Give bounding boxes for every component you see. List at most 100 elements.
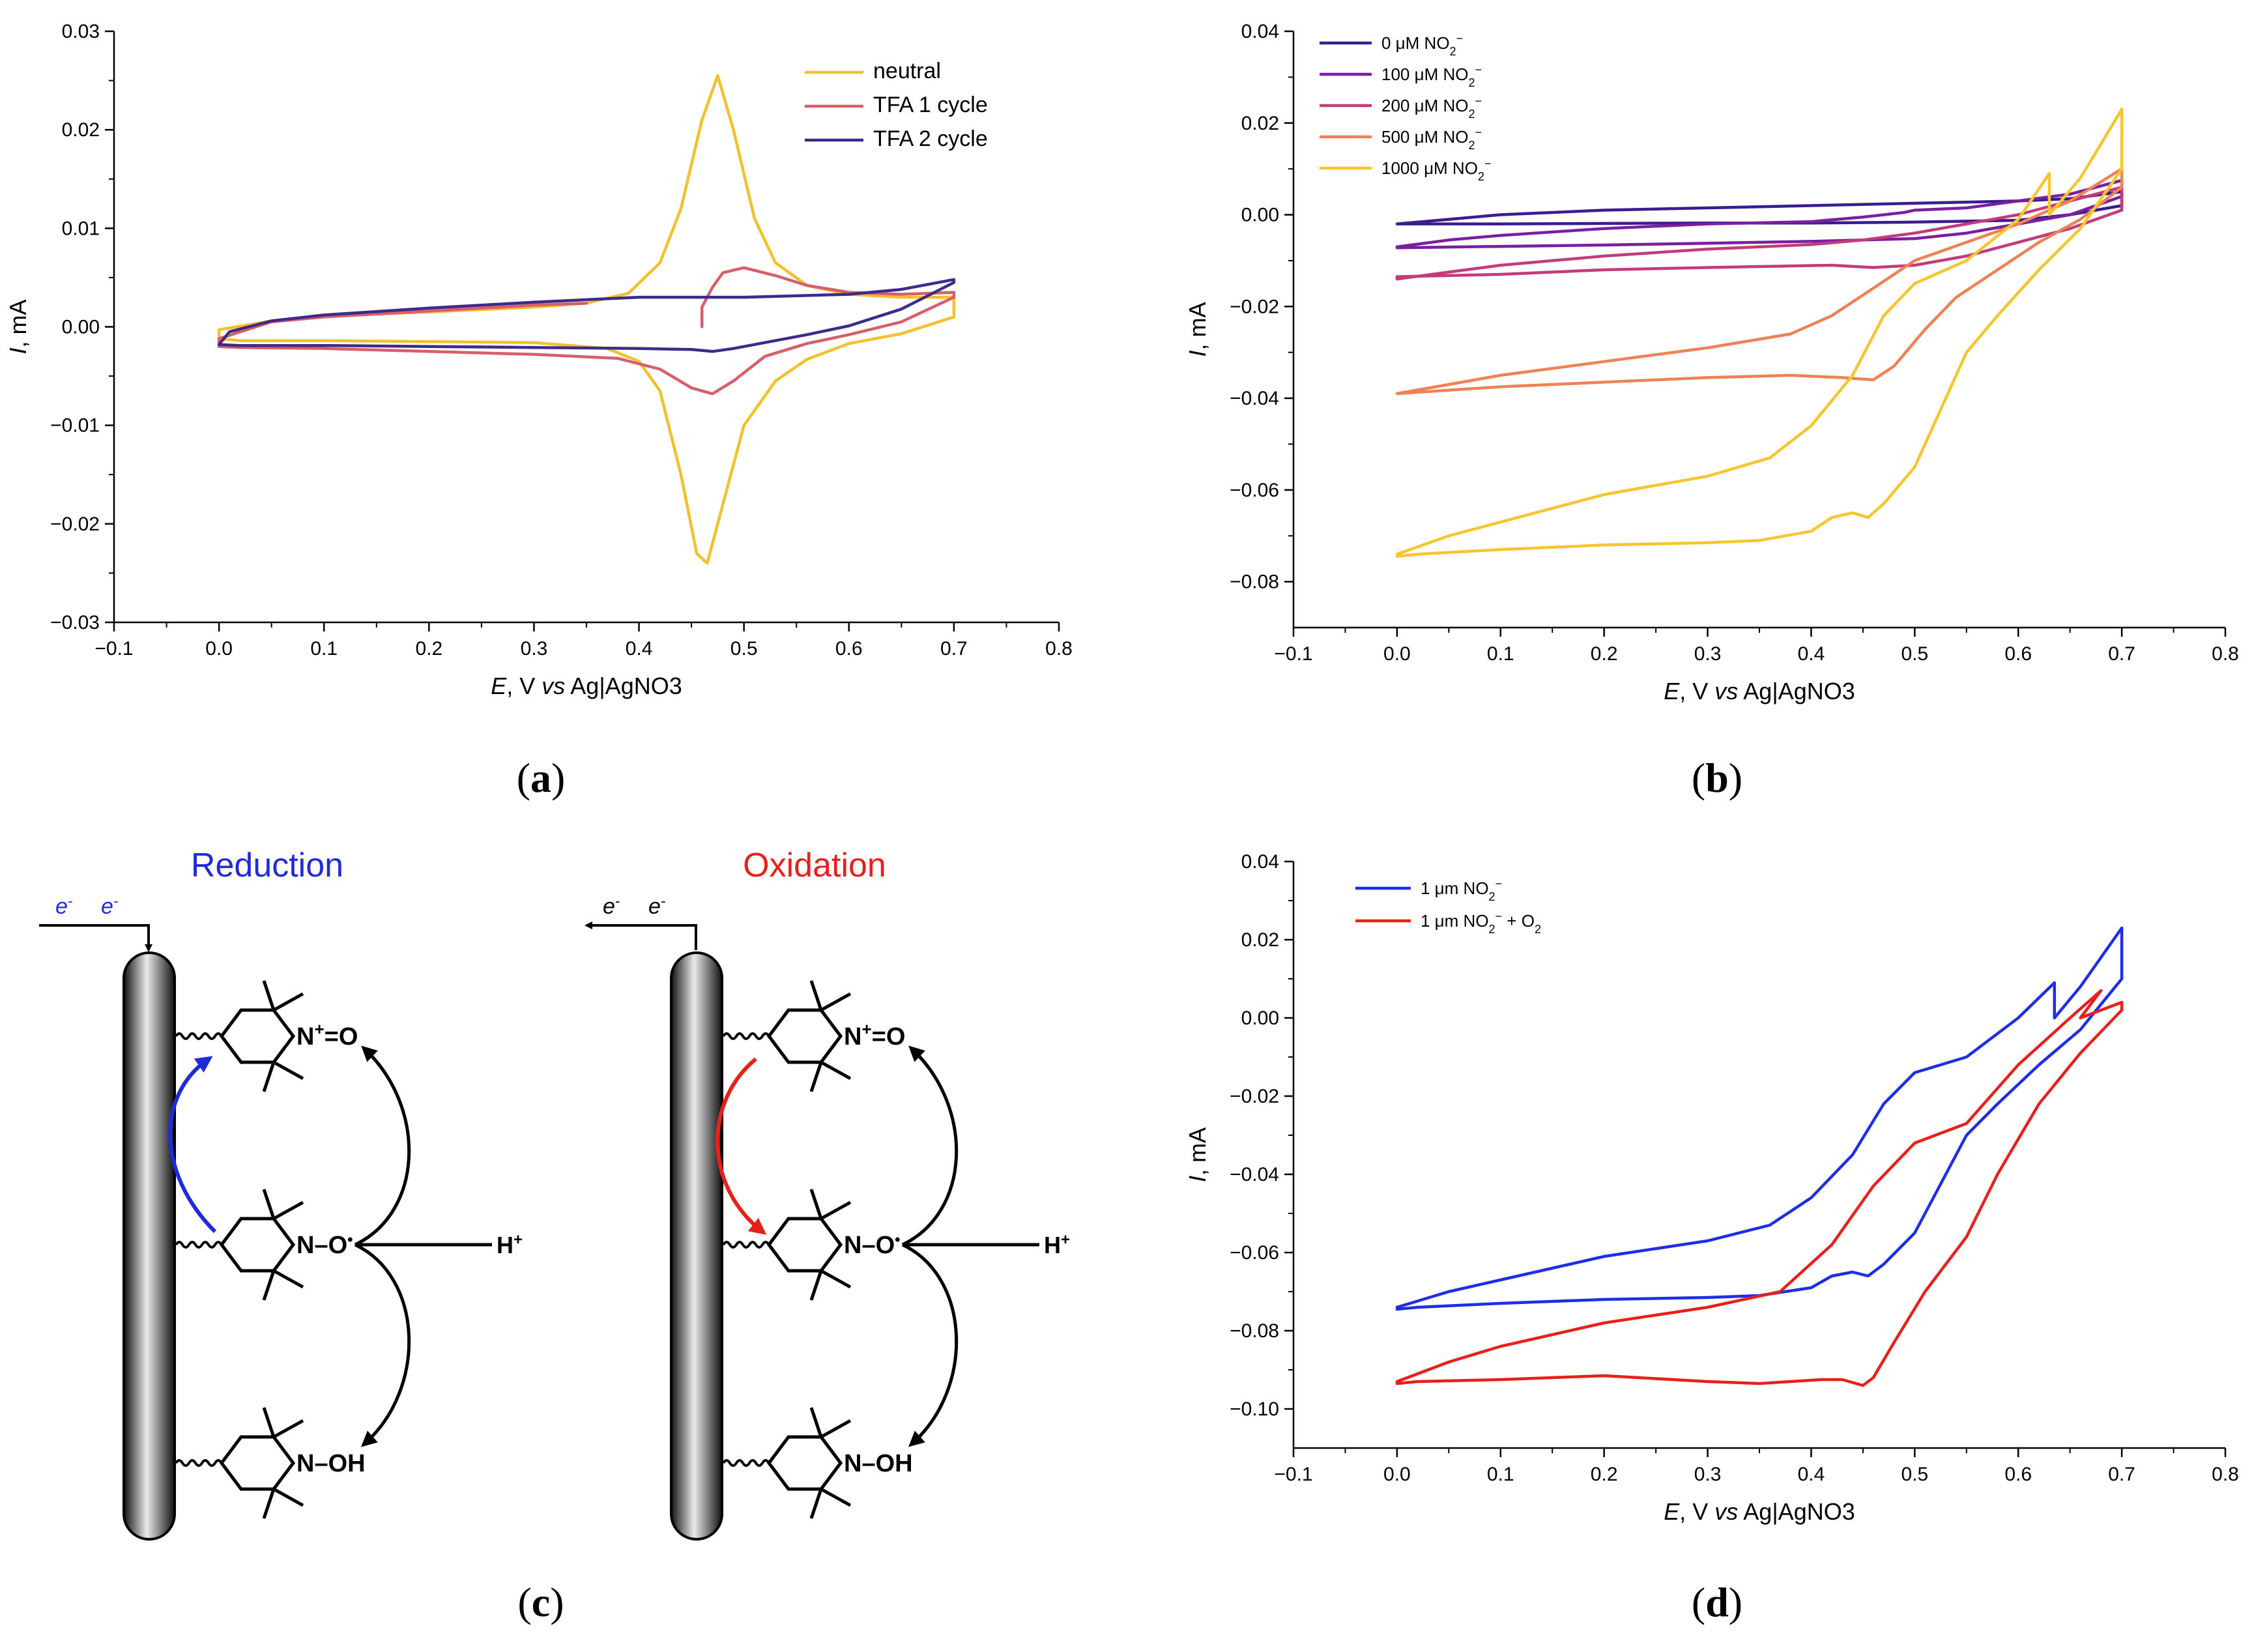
x-tick-label: 0.6 xyxy=(835,638,863,659)
y-tick-label: 0.03 xyxy=(62,21,100,42)
legend-label-0: neutral xyxy=(873,59,941,83)
x-tick-label: 0.4 xyxy=(1798,1464,1825,1485)
oxidation-title: Oxidation xyxy=(743,847,886,884)
x-tick-label: −0.1 xyxy=(94,638,133,659)
y-tick-label: −0.06 xyxy=(1230,1242,1279,1264)
x-tick-label: 0.5 xyxy=(1901,643,1928,665)
oxoammonium-label: N+=O xyxy=(296,1019,358,1051)
x-tick-label: 0.2 xyxy=(1591,1464,1618,1485)
methyl-bond xyxy=(272,992,304,1012)
legend-label-1: 100 μM NO2− xyxy=(1381,63,1482,89)
nitroxyl-label: N–O• xyxy=(296,1231,353,1260)
x-tick-label: 0.2 xyxy=(1591,643,1618,665)
y-tick-label: −0.02 xyxy=(1230,1086,1279,1107)
y-tick-label: −0.06 xyxy=(1230,480,1279,501)
x-axis-label: E, V vs Ag|AgNO3 xyxy=(1664,678,1855,704)
y-tick-label: 0.02 xyxy=(1241,113,1279,134)
oxidation-scheme: Oxidation e-e- N+=O N–O• N–OH H+ xyxy=(585,847,1070,1541)
methyl-bond xyxy=(820,1200,852,1221)
y-tick-label: 0.02 xyxy=(1241,929,1279,951)
y-tick-label: −0.04 xyxy=(1230,388,1279,409)
x-tick-label: 0.1 xyxy=(1487,1464,1514,1485)
y-tick-label: −0.10 xyxy=(1230,1398,1279,1420)
electron-label: e- xyxy=(603,893,620,920)
y-tick-label: 0.04 xyxy=(1241,851,1279,873)
mechanism-diagram: Reduction e-e- N+=O N–O• N–OH H+ Oxidation e-e-… xyxy=(39,847,1070,1541)
x-tick-label: 0.1 xyxy=(1487,643,1514,665)
y-tick-label: 0.00 xyxy=(1241,1007,1279,1029)
series-line-2 xyxy=(1395,186,2124,281)
legend-label-4: 1000 μM NO2− xyxy=(1381,157,1491,183)
linker xyxy=(175,1459,223,1467)
legend-label-1: 1 μm NO2− + O2 xyxy=(1421,910,1541,936)
electron-flow-arrow xyxy=(585,921,697,950)
legend-label-0: 1 μm NO2− xyxy=(1421,877,1502,903)
electron-flow-arrow xyxy=(39,924,152,952)
legend-label-1: TFA 1 cycle xyxy=(873,93,988,117)
electron-label: e- xyxy=(101,893,118,920)
x-tick-label: 0.8 xyxy=(2212,643,2239,665)
x-tick-label: 0.3 xyxy=(1694,1464,1722,1485)
series-line-0 xyxy=(217,74,956,565)
x-tick-label: −0.1 xyxy=(1274,643,1312,665)
piperidine-ring xyxy=(219,1435,296,1491)
series-line-4 xyxy=(1395,108,2124,558)
methyl-bond xyxy=(272,1269,304,1289)
panel-label-1: (b) xyxy=(1692,755,1742,801)
y-axis-label: I, mA xyxy=(1184,1127,1211,1182)
x-tick-label: 0.4 xyxy=(626,638,653,659)
x-tick-label: 0.0 xyxy=(1383,1464,1411,1485)
y-tick-label: 0.01 xyxy=(62,218,100,239)
series-line-1 xyxy=(1395,989,2124,1387)
x-tick-label: 0.6 xyxy=(2004,643,2032,665)
x-axis-label: E, V vs Ag|AgNO3 xyxy=(1664,1498,1855,1525)
methyl-bond xyxy=(809,1189,823,1219)
reduction-arrow xyxy=(168,1056,217,1234)
hydroxylamine-label: N–OH xyxy=(844,1450,913,1477)
panel-label-3: (d) xyxy=(1692,1579,1742,1625)
x-tick-label: 0.3 xyxy=(521,638,548,659)
methyl-bond xyxy=(809,1407,823,1438)
electron-label: e- xyxy=(55,893,72,920)
x-axis-label: E, V vs Ag|AgNO3 xyxy=(491,673,682,699)
methyl-bond xyxy=(272,1487,304,1507)
methyl-bond xyxy=(820,1487,852,1507)
methyl-bond xyxy=(820,1269,852,1289)
y-tick-label: −0.03 xyxy=(50,612,100,633)
x-tick-label: 0.5 xyxy=(1901,1464,1928,1485)
methyl-bond xyxy=(262,980,276,1011)
methyl-bond xyxy=(809,1062,823,1092)
piperidine-ring xyxy=(766,1217,843,1273)
y-axis-label: I, mA xyxy=(5,299,31,354)
series-line-2 xyxy=(217,278,956,353)
proton-label: H+ xyxy=(497,1231,523,1259)
linker xyxy=(175,1241,223,1249)
methyl-bond xyxy=(809,980,823,1011)
methyl-bond xyxy=(262,1062,276,1092)
transfer-arrow-down xyxy=(901,1243,959,1447)
linker xyxy=(722,1459,770,1467)
y-tick-label: −0.08 xyxy=(1230,572,1279,593)
methyl-bond xyxy=(809,1270,823,1301)
methyl-bond xyxy=(262,1488,276,1519)
methyl-bond xyxy=(820,1060,852,1080)
electron-label: e- xyxy=(648,893,665,920)
piperidine-ring xyxy=(766,1435,843,1491)
linker xyxy=(722,1241,770,1249)
transfer-arrow-up xyxy=(901,1045,959,1247)
y-tick-label: 0.02 xyxy=(62,119,100,141)
series-line-1 xyxy=(217,266,956,396)
electrode xyxy=(670,951,723,1541)
x-tick-label: 0.5 xyxy=(730,638,758,659)
x-tick-label: 0.8 xyxy=(2212,1464,2239,1485)
chart-panel-3: −0.1 0.0 0.1 0.2 0.3 0.4 0.5 0.6 0.7 0.8 −0.10 −0.0… xyxy=(1184,851,2239,1525)
methyl-bond xyxy=(820,992,852,1012)
methyl-bond xyxy=(272,1419,304,1439)
transfer-arrow-down xyxy=(354,1243,411,1447)
y-tick-label: 0.04 xyxy=(1241,21,1279,42)
reduction-title: Reduction xyxy=(191,847,343,884)
proton-label: H+ xyxy=(1044,1231,1070,1259)
x-tick-label: 0.8 xyxy=(1045,638,1073,659)
linker xyxy=(722,1032,770,1040)
x-tick-label: 0.2 xyxy=(415,638,442,659)
